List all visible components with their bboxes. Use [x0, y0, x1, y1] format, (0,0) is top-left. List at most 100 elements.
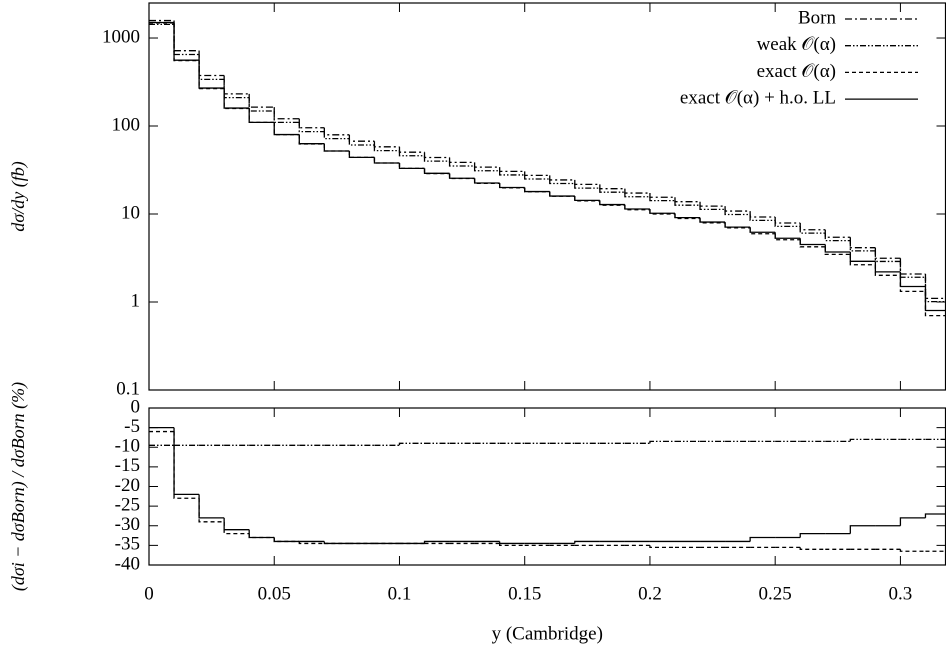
- step-segment: [499, 183, 525, 189]
- x-tick-label: 0.05: [258, 583, 291, 604]
- step-segment: [774, 232, 801, 239]
- step-segment: [799, 532, 826, 538]
- step-segment: [448, 157, 475, 164]
- step-segment: [649, 193, 675, 198]
- step-segment: [924, 513, 946, 518]
- step-segment: [448, 173, 475, 179]
- step-segment: [774, 216, 801, 224]
- step-segment: [323, 131, 350, 140]
- step-segment: [874, 261, 901, 273]
- step-segment: [799, 238, 826, 246]
- step-segment: [223, 75, 250, 95]
- step-segment: [674, 200, 701, 206]
- step-segment: [574, 196, 600, 201]
- step-segment: [799, 222, 826, 231]
- step-segment: [223, 521, 250, 535]
- step-segment: [348, 138, 375, 146]
- step-segment: [849, 438, 876, 442]
- step-segment: [173, 20, 200, 52]
- step-segment: [473, 162, 500, 168]
- step-segment: [198, 50, 225, 77]
- step-segment: [273, 111, 300, 124]
- step-segment: [574, 179, 600, 186]
- step-segment: [173, 427, 200, 495]
- step-segment: [749, 214, 776, 222]
- step-segment: [173, 431, 200, 499]
- step-segment: [273, 122, 300, 136]
- step-segment: [423, 152, 450, 159]
- step-segment: [273, 537, 300, 543]
- x-tick-label: 0.1: [388, 583, 412, 604]
- x-axis-label: y (Cambridge): [492, 623, 603, 644]
- step-segment: [624, 188, 650, 194]
- step-segment: [223, 88, 250, 109]
- step-segment: [223, 79, 250, 99]
- step-segment: [749, 536, 776, 542]
- step-segment: [398, 162, 425, 170]
- step-segment: [649, 209, 675, 214]
- y-tick-label: -40: [115, 553, 140, 574]
- step-segment: [899, 258, 926, 275]
- step-segment: [899, 261, 926, 278]
- step-segment: [824, 246, 851, 255]
- step-segment: [824, 244, 851, 253]
- step-segment: [774, 220, 801, 228]
- y-tick-label: -15: [115, 455, 140, 476]
- step-segment: [423, 540, 450, 544]
- step-segment: [173, 24, 200, 56]
- step-segment: [724, 222, 751, 228]
- plot-frame: [148, 407, 946, 566]
- step-segment: [899, 549, 926, 552]
- step-segment: [223, 88, 250, 110]
- step-segment: [899, 271, 926, 288]
- step-segment: [448, 161, 475, 167]
- step-segment: [599, 184, 625, 190]
- step-segment: [524, 171, 550, 176]
- step-segment: [624, 204, 650, 210]
- step-segment: [849, 254, 876, 266]
- step-segment: [849, 240, 876, 252]
- step-segment: [398, 442, 425, 446]
- series-group: [149, 19, 946, 317]
- step-segment: [323, 541, 350, 545]
- y-axis-label: dσ/dy (fb): [8, 161, 29, 231]
- y-tick-label: 0.1: [116, 378, 140, 399]
- step-segment: [173, 22, 200, 61]
- legend-label: weak 𝒪(α): [757, 34, 836, 55]
- step-segment: [574, 183, 600, 189]
- step-segment: [924, 274, 946, 300]
- y-tick-label: 100: [112, 114, 141, 135]
- step-segment: [849, 252, 876, 262]
- step-segment: [524, 174, 550, 180]
- y-tick-label: 1: [131, 290, 141, 311]
- step-segment: [599, 188, 625, 193]
- y-tick-label: -5: [124, 416, 140, 437]
- step-segment: [323, 143, 350, 152]
- step-segment: [674, 213, 701, 219]
- step-segment: [323, 143, 350, 152]
- step-segment: [699, 201, 726, 207]
- y-tick-label: -10: [115, 436, 140, 457]
- step-segment: [298, 122, 325, 133]
- step-segment: [398, 146, 425, 153]
- step-segment: [298, 134, 325, 145]
- step-segment: [373, 157, 400, 164]
- step-segment: [924, 291, 946, 317]
- step-segment: [298, 134, 325, 145]
- step-segment: [874, 250, 901, 263]
- step-segment: [273, 107, 300, 120]
- step-segment: [499, 167, 525, 173]
- step-segment: [373, 145, 400, 152]
- step-segment: [373, 157, 400, 164]
- step-segment: [649, 196, 675, 202]
- step-segment: [724, 206, 751, 212]
- y-tick-label: -35: [115, 534, 140, 555]
- step-segment: [574, 540, 600, 544]
- step-segment: [799, 239, 826, 248]
- step-segment: [549, 178, 575, 185]
- step-segment: [398, 150, 425, 157]
- legend-label: exact 𝒪(α) + h.o. LL: [680, 87, 836, 108]
- step-segment: [423, 168, 450, 174]
- step-segment: [323, 127, 350, 136]
